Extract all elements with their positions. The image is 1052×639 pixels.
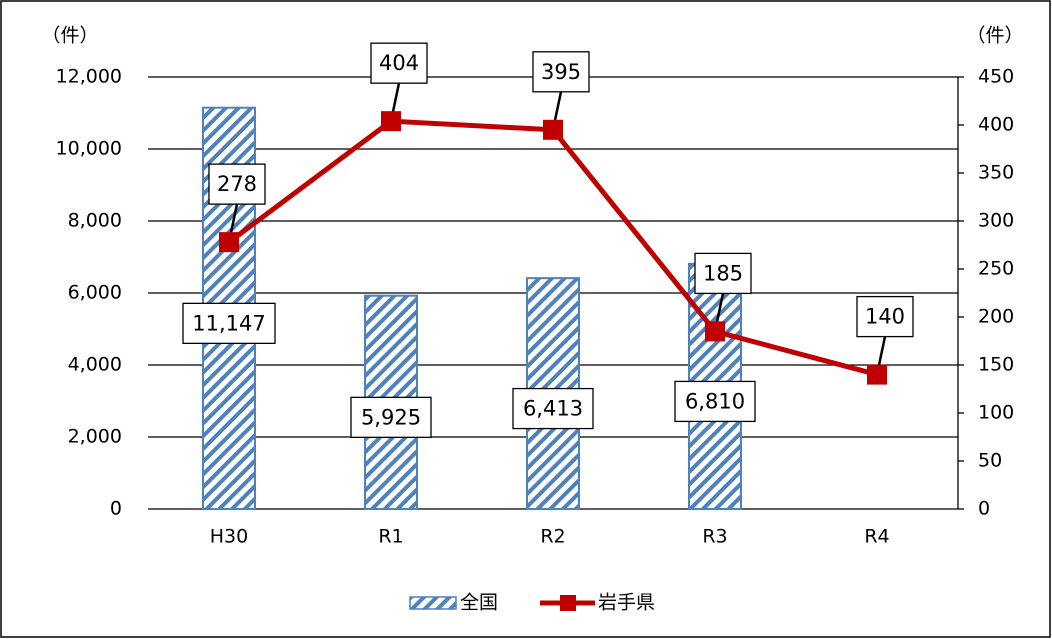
data-label: 5,925 [361,405,421,429]
legend-label: 岩手県 [598,592,655,614]
y-axis-label: （件） [41,25,98,47]
data-label: 404 [379,51,419,75]
x-tick-label: R3 [702,526,727,548]
y-tick-label: 0 [110,498,122,520]
y-tick-label: 12,000 [56,66,122,88]
y2-tick-label: 100 [978,402,1014,424]
data-label-box [674,380,756,423]
y-tick-label: 2,000 [68,426,122,448]
marker [867,364,887,385]
y2-tick-label: 0 [978,498,990,520]
data-label: 11,147 [192,311,265,335]
marker [219,232,239,253]
x-tick-label: R2 [540,526,565,548]
data-label: 278 [217,172,257,196]
data-label: 185 [703,261,743,285]
x-tick-label: R4 [864,526,889,548]
y2-tick-label: 400 [978,114,1014,136]
y2-tick-label: 50 [978,450,1002,472]
data-label-box [532,51,590,93]
legend-marker [560,595,576,611]
y2-tick-label: 450 [978,66,1014,88]
y2-tick-label: 250 [978,258,1014,280]
y-tick-label: 4,000 [68,354,122,376]
data-label: 395 [541,60,581,84]
y-tick-label: 10,000 [56,138,122,160]
data-label-box [350,396,432,439]
legend-label: 全国 [460,592,498,614]
data-label: 6,413 [523,397,583,421]
data-label-box [694,252,752,295]
data-label-box [512,387,594,430]
data-label-box [208,163,266,205]
data-label-box [182,302,276,345]
y2-tick-label: 350 [978,162,1014,184]
legend-swatch [409,596,457,610]
y-tick-label: 6,000 [68,282,122,304]
y-tick-label: 8,000 [68,210,122,232]
marker [705,321,725,342]
marker [543,119,563,140]
x-tick-label: R1 [378,526,403,548]
marker [381,111,401,132]
data-label-box [370,42,428,84]
data-label: 140 [865,305,905,329]
x-tick-label: H30 [210,526,248,548]
y2-tick-label: 200 [978,306,1014,328]
y2-tick-label: 300 [978,210,1014,232]
data-label-box [856,295,914,338]
y2-axis-label: （件） [966,25,1023,47]
data-label: 6,810 [685,389,745,413]
y2-tick-label: 150 [978,354,1014,376]
